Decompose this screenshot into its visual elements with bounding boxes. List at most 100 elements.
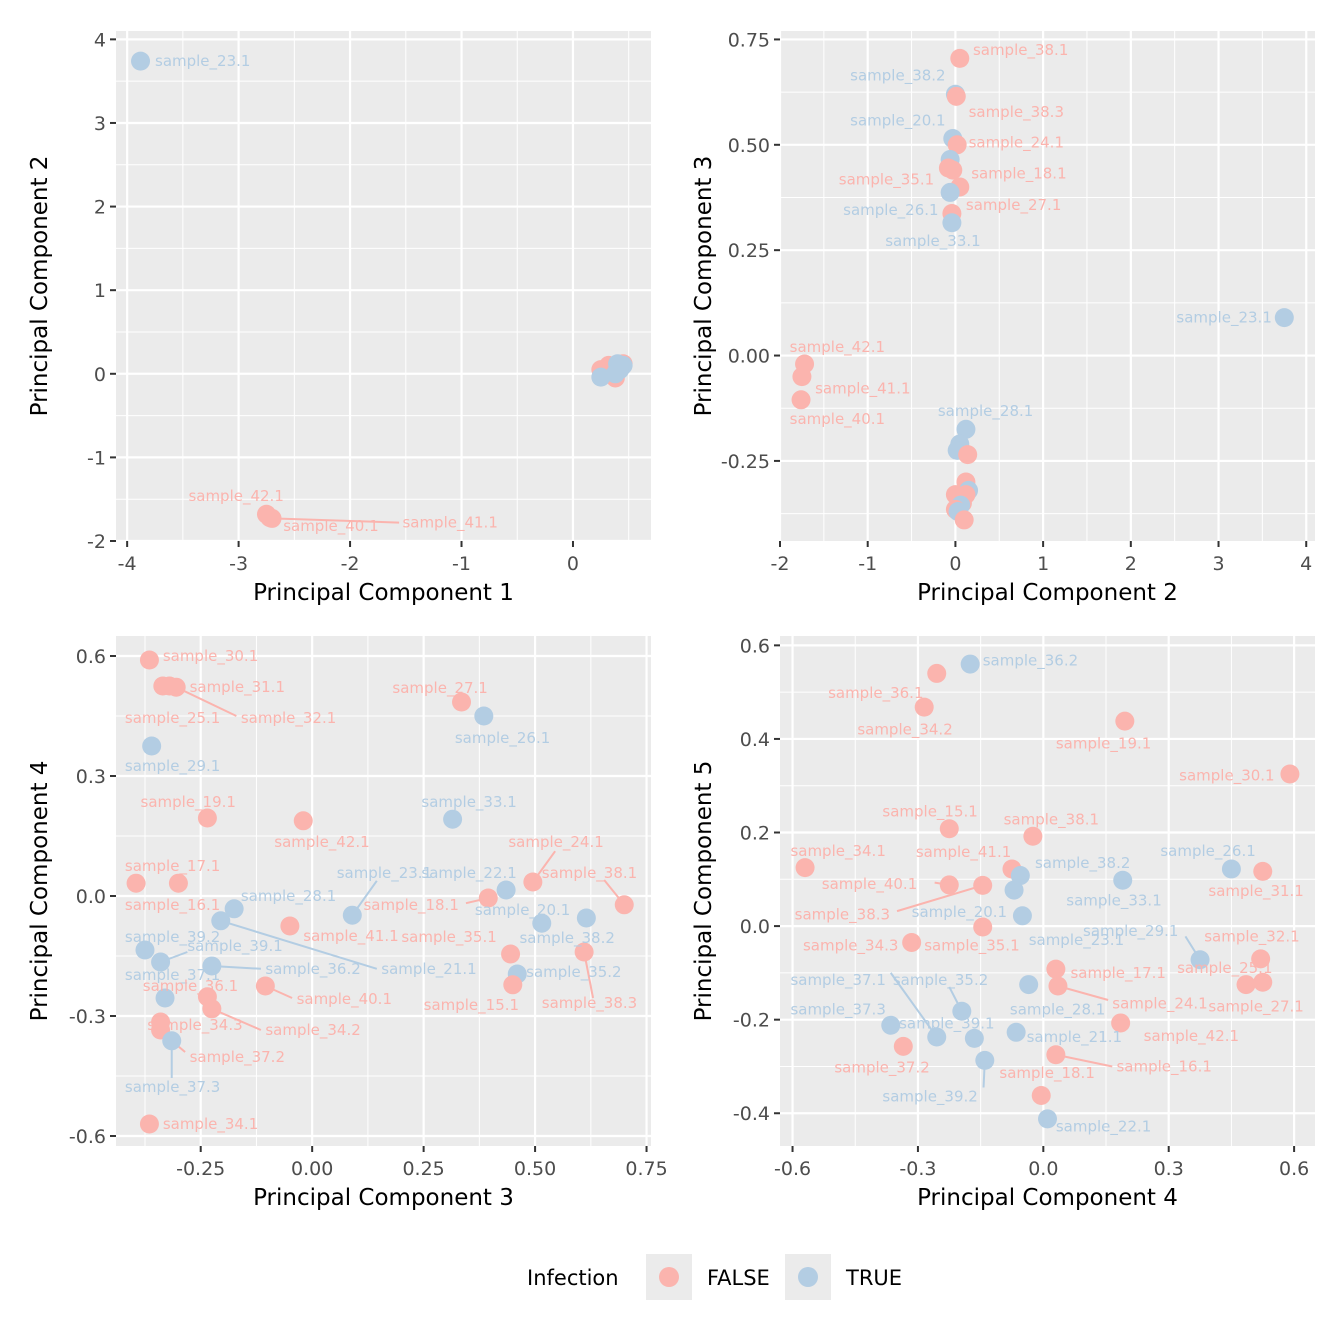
point-label: sample_20.1 [850, 111, 945, 130]
point-label: sample_28.1 [241, 887, 336, 906]
x-tick-label: 4 [1300, 553, 1312, 575]
y-tick-label: -2 [87, 531, 106, 553]
point-label: sample_18.1 [363, 896, 458, 915]
point-label: sample_40.1 [297, 990, 392, 1009]
x-tick-label: -3 [229, 553, 248, 575]
y-tick-label: 4 [94, 29, 106, 51]
x-tick-label: -1 [858, 553, 877, 575]
data-point [1274, 308, 1294, 328]
data-point [943, 160, 963, 180]
data-point [532, 913, 552, 933]
y-tick-label: 0.25 [728, 240, 770, 262]
y-axis-ticks: -0.25 0.00 0.25 0.50 0.75 [721, 29, 780, 473]
data-point [927, 663, 947, 683]
point-label: sample_15.1 [882, 802, 977, 821]
point-label: sample_25.1 [1177, 959, 1272, 978]
data-point [262, 508, 282, 528]
data-point [478, 888, 498, 908]
data-point [973, 875, 993, 895]
panel-background [116, 31, 651, 541]
x-axis-ticks: -2 -1 0 1 2 3 4 [771, 541, 1312, 575]
data-point [947, 135, 967, 155]
point-label: sample_37.1 [125, 966, 220, 985]
point-label: sample_20.1 [912, 903, 1007, 922]
point-labels: sample_36.2 sample_36.1 sample_34.2 sample_… [790, 651, 1303, 1136]
point-label: sample_22.1 [421, 864, 516, 883]
point-label: sample_24.1 [508, 833, 603, 852]
data-point [893, 1036, 913, 1056]
data-point [280, 916, 300, 936]
data-point [501, 944, 521, 964]
point-label: sample_34.1 [163, 1115, 258, 1134]
x-tick-label: 0 [567, 553, 579, 575]
y-tick-label: 0.6 [76, 646, 106, 668]
data-point [1046, 1045, 1066, 1065]
legend-title: Infection [527, 1266, 619, 1290]
x-tick-label: -0.6 [774, 1158, 811, 1180]
leader-line [1055, 1053, 1113, 1068]
data-point [1010, 866, 1030, 886]
data-point [952, 1001, 972, 1021]
pca-panel-pc4-pc5: -0.6 -0.3 0.0 0.3 0.6 -0.4 -0.2 0.0 0.2 0.4 0.6 s… [691, 635, 1315, 1211]
data-point [958, 445, 978, 465]
x-tick-label: -1 [452, 553, 471, 575]
data-point [591, 367, 611, 387]
point-label: sample_34.2 [265, 1021, 360, 1040]
y-tick-label: 0.4 [740, 729, 770, 751]
point-label: sample_16.1 [125, 896, 220, 915]
data-point [139, 650, 159, 670]
panel-background [116, 636, 651, 1146]
point-label: sample_19.1 [141, 793, 236, 812]
point-label: sample_23.1 [1176, 309, 1271, 328]
point-label: sample_35.2 [893, 971, 988, 990]
leader-line [175, 686, 237, 717]
data-point [168, 873, 188, 893]
y-tick-label: 0.2 [740, 823, 770, 845]
panel-background [780, 636, 1315, 1146]
x-tick-label: 0.75 [625, 1158, 667, 1180]
x-axis-title: Principal Component 2 [917, 580, 1178, 606]
legend-label: FALSE [707, 1266, 770, 1290]
data-point [950, 48, 970, 68]
x-tick-label: -0.3 [899, 1158, 936, 1180]
y-tick-label: 0.3 [76, 766, 106, 788]
point-label: sample_42.1 [1144, 1027, 1239, 1046]
gridlines [778, 31, 1315, 541]
data-point [474, 706, 494, 726]
point-label: sample_40.1 [283, 517, 378, 536]
point-label: sample_30.1 [1179, 766, 1274, 785]
point-label: sample_39.1 [899, 1014, 994, 1033]
point-label: sample_34.3 [803, 937, 898, 956]
y-tick-label: 3 [94, 113, 106, 135]
data-point [1190, 950, 1210, 970]
y-tick-label: 0.50 [728, 135, 770, 157]
point-label: sample_35.2 [526, 963, 621, 982]
data-point [1221, 859, 1241, 879]
point-labels: sample_30.1 sample_31.1 sample_25.1 sample_… [125, 647, 637, 1134]
gridlines [116, 31, 651, 543]
point-label: sample_18.1 [999, 1064, 1094, 1083]
point-label: sample_28.1 [1010, 1000, 1105, 1019]
y-tick-label: -0.3 [69, 1006, 106, 1028]
point-label: sample_26.1 [455, 729, 550, 748]
point-label: sample_35.1 [401, 928, 496, 947]
data-point [202, 999, 222, 1019]
y-tick-label: 0.6 [740, 635, 770, 657]
point-label: sample_34.3 [147, 1016, 242, 1035]
data-point [126, 873, 146, 893]
data-point [927, 1027, 947, 1047]
data-point [1236, 975, 1256, 995]
data-point [973, 917, 993, 937]
point-label: sample_23.1 [337, 864, 432, 883]
point-label: sample_41.1 [402, 514, 497, 533]
data-point [964, 1028, 984, 1048]
point-label: sample_37.3 [125, 1078, 220, 1097]
pca-panel-pc3-pc4: -0.25 0.00 0.25 0.50 0.75 -0.6-0.30.00.30.6 … [27, 636, 668, 1211]
data-point [940, 182, 960, 202]
x-tick-label: -2 [341, 553, 360, 575]
data-point [202, 956, 222, 976]
x-tick-label: 0.00 [291, 1158, 333, 1180]
data-point [914, 697, 934, 717]
point-label: sample_38.2 [519, 929, 614, 948]
